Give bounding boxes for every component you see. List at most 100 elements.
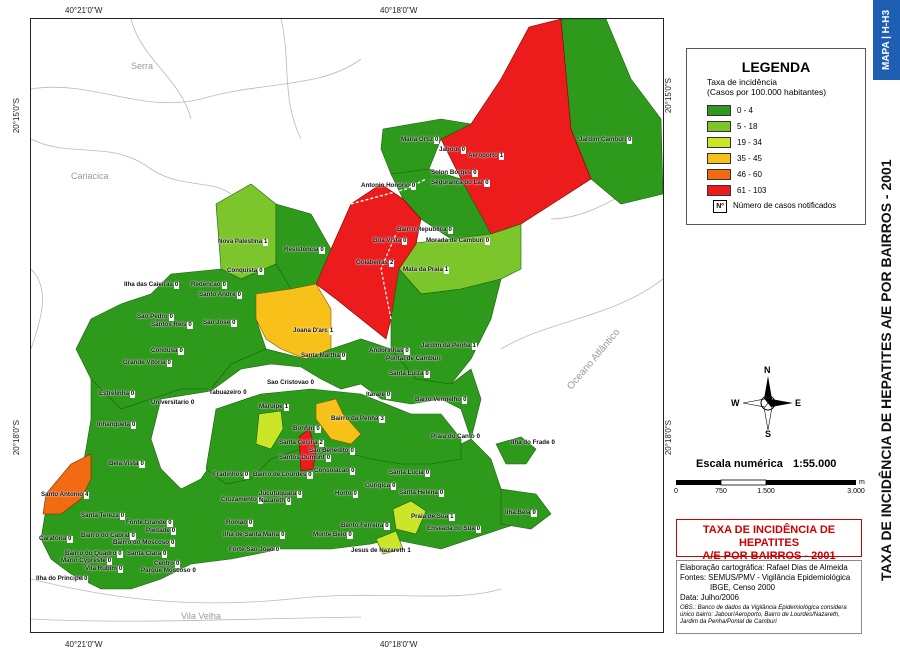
region-maruipe[interactable] <box>255 410 284 450</box>
neighborhood-label[interactable]: Segurança do Lar 0 <box>431 179 491 187</box>
region-joana-darc[interactable] <box>255 283 332 360</box>
neighborhood-label[interactable]: Inhanguetá 0 <box>97 421 137 429</box>
neighborhood-label[interactable]: Universitario 0 <box>151 399 196 407</box>
map-canvas[interactable]: Serra Cariacica Vila Velha Oceano Atlânt… <box>30 18 664 633</box>
neighborhood-label[interactable]: Praia do Canto 0 <box>431 433 482 441</box>
neighborhood-label[interactable]: Mario Cypreste 0 <box>61 557 113 565</box>
neighborhood-label[interactable]: Bairro do Cabral 0 <box>81 532 137 540</box>
neighborhood-label[interactable]: Enseada do Sua 0 <box>427 525 482 533</box>
neighborhood-label[interactable]: Maria Ortiz 0 <box>401 136 440 144</box>
neighborhood-label[interactable]: Maruipe 1 <box>259 403 290 411</box>
neighborhood-label[interactable]: Aeroporto 1 <box>468 152 505 160</box>
neighborhood-label[interactable]: Bonfim 0 <box>293 425 322 433</box>
neighborhood-label[interactable]: Consolacao 0 <box>314 467 356 475</box>
neighborhood-label[interactable]: Bairro do Quadro 0 <box>65 550 124 558</box>
neighborhood-label[interactable]: Sao Benedito 0 <box>309 447 356 455</box>
neighborhood-name: Santos Dumont <box>279 454 325 461</box>
neighborhood-label[interactable]: Santa Cecilia 2 <box>279 439 325 447</box>
neighborhood-label[interactable]: Vila Rubim 0 <box>85 565 124 573</box>
neighborhood-label[interactable]: Jardim Camburi 0 <box>579 136 633 144</box>
neighborhood-label[interactable]: Bento Ferreira 0 <box>341 522 391 530</box>
case-count-badge: 0 <box>433 137 440 144</box>
neighborhood-label[interactable]: Parque Moscoso 0 <box>141 567 198 575</box>
neighborhood-label[interactable]: Mata da Praia 1 <box>403 266 450 274</box>
neighborhood-label[interactable]: Grande Vitoria 0 <box>123 359 173 367</box>
neighborhood-label[interactable]: Piedade 0 <box>146 527 177 535</box>
neighborhood-label[interactable]: Sao Cristovao 0 <box>267 379 316 387</box>
neighborhood-label[interactable]: Ilha do Principe 0 <box>36 575 89 583</box>
neighborhood-label[interactable]: Sao Pedro 0 <box>137 313 175 321</box>
neighborhood-label[interactable]: Barro Vermelho 0 <box>415 396 468 404</box>
neighborhood-label[interactable]: Santos Dumont 0 <box>279 454 332 462</box>
neighborhood-label[interactable]: Redencao 0 <box>191 281 228 289</box>
neighborhood-label[interactable]: Forte Sao Joao 0 <box>229 546 281 554</box>
neighborhood-label[interactable]: Ilha de Santa Maria 0 <box>223 531 286 539</box>
case-count-badge: 0 <box>258 268 264 275</box>
neighborhood-label[interactable]: Solon Borges 0 <box>431 169 479 177</box>
region-jardim-da-penha[interactable] <box>390 268 502 385</box>
case-count-badge: 0 <box>550 440 556 447</box>
neighborhood-label[interactable]: Caratoira 0 <box>39 535 74 543</box>
region-ilha-bela[interactable] <box>500 488 552 530</box>
neighborhood-label[interactable]: Santa Clara 0 <box>127 550 168 558</box>
neighborhood-label[interactable]: Boa Vista 0 <box>373 237 408 245</box>
region-praia-de-sua[interactable] <box>392 500 427 535</box>
neighborhood-label[interactable]: Bairro do Moscoso 0 <box>113 539 176 547</box>
neighborhood-label[interactable]: Santos Reis 0 <box>151 321 194 329</box>
neighborhood-label[interactable]: Santa Luiza 0 <box>389 370 431 378</box>
neighborhood-name: Bela Vista <box>109 460 139 467</box>
neighborhood-label[interactable]: Jesus de Nazareth 1 <box>351 547 413 555</box>
neighborhood-label[interactable]: Joana D'arc 1 <box>293 327 335 335</box>
neighborhood-label[interactable]: Bairro de Lourdes 0 <box>253 471 314 479</box>
region-santo-antonio[interactable] <box>42 453 92 515</box>
region-jesus-de-nazareth[interactable] <box>375 530 404 555</box>
neighborhood-label[interactable]: Fonte Grande 0 <box>126 519 174 527</box>
neighborhood-label[interactable]: Nazareth 0 <box>259 497 292 505</box>
neighborhood-label[interactable]: Antonio Honório 0 <box>361 182 417 190</box>
neighborhood-label[interactable]: Santo Antonio 4 <box>41 491 90 499</box>
neighborhood-label[interactable]: Romao 0 <box>226 519 254 527</box>
neighborhood-label[interactable]: Morada de Camburi 0 <box>426 237 491 245</box>
neighborhood-label[interactable]: Jucutuquara 0 <box>259 490 303 498</box>
neighborhood-label[interactable]: Sao Jose 0 <box>203 319 238 327</box>
neighborhood-label[interactable]: Estrelinha 0 <box>99 390 136 398</box>
neighborhood-label[interactable]: Condusa 0 <box>151 347 185 355</box>
neighborhood-label[interactable]: Andorinhas 0 <box>369 347 411 355</box>
region-santa-cecilia[interactable] <box>298 428 317 472</box>
case-count-badge: 0 <box>424 470 431 477</box>
neighborhood-label[interactable]: Jardim da Penha 1 <box>421 342 478 350</box>
neighborhood-label[interactable]: Nova Palestina 1 <box>218 238 269 246</box>
case-count-badge: 1 <box>449 514 455 521</box>
region-ilha-do-frade[interactable] <box>495 436 537 465</box>
neighborhood-label[interactable]: Santa Tereza 0 <box>81 512 126 520</box>
neighborhood-label[interactable]: Monte Belo 0 <box>313 531 354 539</box>
neighborhood-label[interactable]: Bela Vista 0 <box>109 460 146 468</box>
neighborhood-label[interactable]: Pontal de Camburi <box>386 355 441 362</box>
case-count-badge: 0 <box>325 455 332 462</box>
neighborhood-label[interactable]: Jabour 0 <box>439 146 467 154</box>
neighborhood-label[interactable]: Fradinhos 0 <box>213 471 250 479</box>
neighborhood-label[interactable]: Bairro Republica 0 <box>397 226 454 234</box>
neighborhood-label[interactable]: Ilha Bela 0 <box>505 509 538 517</box>
neighborhood-label[interactable]: Cruzamento 0 <box>221 496 264 504</box>
neighborhood-label[interactable]: Santa Martha 0 <box>301 352 347 360</box>
neighborhood-label[interactable]: Praia de Sua 1 <box>411 513 456 521</box>
neighborhood-label[interactable]: Santo Andre 0 <box>199 291 243 299</box>
neighborhood-label[interactable]: Tabuazeiro 0 <box>209 389 249 397</box>
neighborhood-label[interactable]: Gurigica 0 <box>365 482 397 490</box>
region-bairro-da-penha[interactable] <box>315 398 362 445</box>
neighborhood-label[interactable]: Horto 0 <box>335 490 359 498</box>
neighborhood-label[interactable]: Santa Helena 0 <box>399 489 445 497</box>
neighborhood-label[interactable]: Bairro da Penha 3 <box>331 415 386 423</box>
neighborhood-name: Forte Sao Joao <box>229 546 274 553</box>
neighborhood-label[interactable]: Resistencia 0 <box>284 246 326 254</box>
neighborhood-label[interactable]: Santa Lucia 0 <box>389 469 431 477</box>
neighborhood-label[interactable]: Itarare 0 <box>366 391 392 399</box>
neighborhood-label[interactable]: Ilha do Frade 0 <box>511 439 557 447</box>
neighborhood-label[interactable]: Ilha das Caieiras 0 <box>124 281 180 289</box>
region-nova-palestina[interactable] <box>215 183 277 280</box>
region-maria-ortiz[interactable] <box>380 118 472 175</box>
neighborhood-label[interactable]: Conquista 0 <box>227 267 265 275</box>
neighborhood-label[interactable]: Goiabeiras 2 <box>356 259 395 267</box>
neighborhood-label[interactable]: Centro 0 <box>154 560 181 568</box>
